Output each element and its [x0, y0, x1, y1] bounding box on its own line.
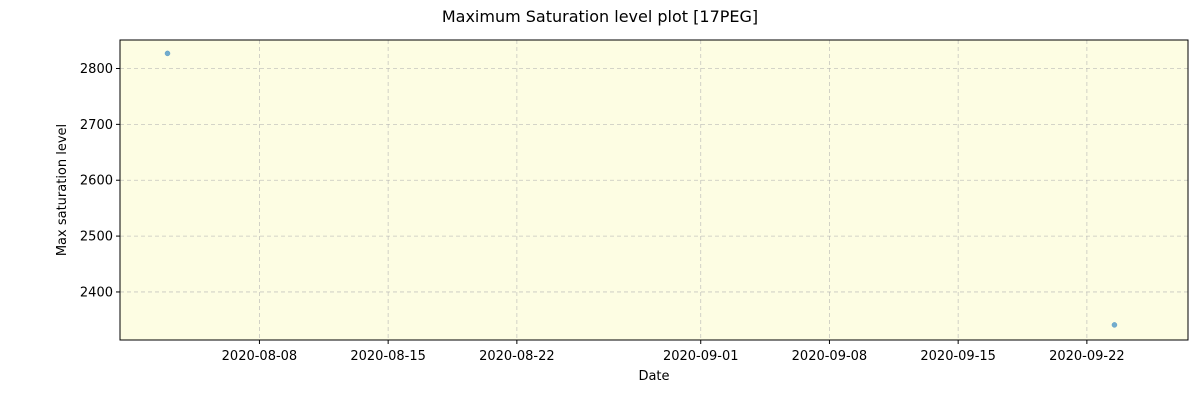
y-axis-label: Max saturation level: [55, 124, 70, 256]
data-point: [1111, 322, 1118, 328]
x-tick-label: 2020-09-01: [663, 349, 739, 364]
y-tick-label: 2600: [80, 174, 113, 189]
chart-title: Maximum Saturation level plot [17PEG]: [442, 7, 758, 26]
x-axis-label: Date: [638, 369, 669, 384]
x-tick-label: 2020-09-22: [1049, 349, 1125, 364]
axis-ticks: 2020-08-08 2020-08-15 2020-08-22 2020-09-01…: [80, 62, 1125, 364]
x-tick-label: 2020-09-15: [920, 349, 996, 364]
data-point: [164, 50, 171, 57]
y-tick-label: 2400: [80, 285, 113, 300]
y-tick-label: 2700: [80, 118, 113, 133]
y-tick-label: 2800: [80, 62, 113, 77]
plot-frame: [119, 39, 1189, 341]
x-tick-label: 2020-08-22: [479, 349, 555, 364]
y-tick-label: 2500: [80, 230, 113, 245]
x-tick-label: 2020-08-15: [350, 349, 426, 364]
grid: [120, 40, 1188, 340]
data-points: [164, 50, 1118, 328]
x-tick-label: 2020-09-08: [792, 349, 868, 364]
plot-area: [120, 40, 1188, 340]
x-tick-label: 2020-08-08: [222, 349, 298, 364]
